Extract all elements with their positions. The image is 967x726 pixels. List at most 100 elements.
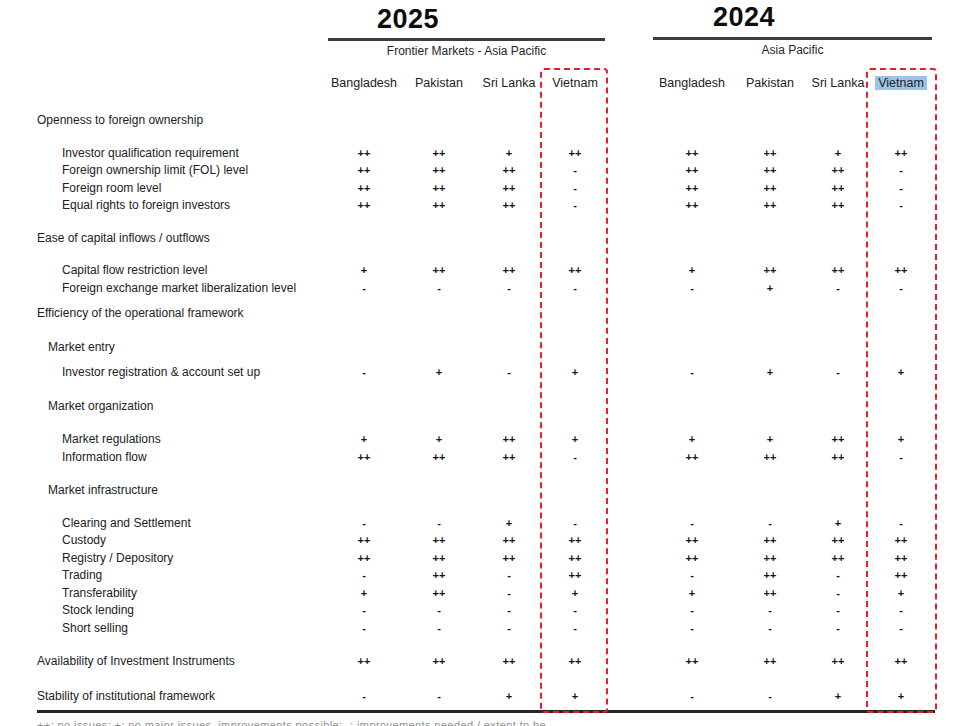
row-label: Registry / Depository: [0, 550, 325, 568]
score-cell-2024: +: [869, 431, 933, 449]
table-row: Short selling--------: [0, 620, 967, 638]
year-group-gap: [607, 145, 651, 163]
table-row: Transferability+++-++++-+: [0, 585, 967, 603]
score-cell-2025: ++: [325, 180, 403, 198]
score-cell-2024: [733, 230, 807, 248]
score-cell-2025: [403, 339, 475, 357]
row-label: Foreign room level: [0, 180, 325, 198]
score-cell-2025: ++: [403, 653, 475, 671]
score-cell-2025: ++: [543, 550, 607, 568]
score-cell-2025: [403, 305, 475, 323]
score-cell-2024: +: [807, 688, 869, 706]
score-cell-2025: -: [475, 620, 543, 638]
row-label: Market regulations: [0, 431, 325, 449]
score-cell-2025: -: [543, 197, 607, 215]
table-row: Availability of Investment Instruments ++…: [0, 653, 967, 671]
score-cell-2024: ++: [807, 180, 869, 198]
table-row: Information flow++++++-++++++-: [0, 449, 967, 467]
score-cell-2024: +: [869, 688, 933, 706]
score-cell-2024: [869, 112, 933, 130]
score-cell-2025: ++: [475, 653, 543, 671]
score-cell-2025: -: [543, 620, 607, 638]
score-cell-2025: -: [403, 602, 475, 620]
score-cell-2024: ++: [807, 449, 869, 467]
score-cell-2025: -: [403, 515, 475, 533]
section-heading-row: Market entry: [0, 339, 967, 357]
score-cell-2024: ++: [733, 262, 807, 280]
score-cell-2024: ++: [869, 550, 933, 568]
score-cell-2025: +: [475, 688, 543, 706]
score-cell-2024: +: [869, 585, 933, 603]
year-2024-underline: [653, 37, 932, 40]
year-2024-title: 2024: [664, 2, 824, 33]
rows-container: Openness to foreign ownership Investor qu…: [0, 104, 967, 706]
score-cell-2024: +: [807, 515, 869, 533]
score-cell-2024: -: [807, 280, 869, 298]
score-cell-2024: [807, 339, 869, 357]
score-cell-2025: -: [475, 602, 543, 620]
year-group-gap: [607, 620, 651, 638]
score-cell-2024: +: [651, 431, 733, 449]
score-cell-2024: ++: [733, 653, 807, 671]
row-label: Short selling: [0, 620, 325, 638]
score-cell-2025: ++: [543, 262, 607, 280]
table-row: Investor qualification requirement++++++…: [0, 145, 967, 163]
score-cell-2025: -: [543, 280, 607, 298]
score-cell-2025: [543, 112, 607, 130]
column-headers: BangladeshPakistanSri LankaVietnamBangla…: [0, 73, 933, 93]
score-cell-2024: -: [807, 602, 869, 620]
row-label: Stock lending: [0, 602, 325, 620]
row-label: Equal rights to foreign investors: [0, 197, 325, 215]
score-cell-2024: -: [869, 197, 933, 215]
row-label: Availability of Investment Instruments: [0, 653, 325, 671]
score-cell-2025: [475, 305, 543, 323]
score-cell-2024: -: [869, 515, 933, 533]
score-cell-2024: [807, 230, 869, 248]
row-label: Stability of institutional framework: [0, 688, 325, 706]
year-group-gap: [607, 339, 651, 357]
score-cell-2024: [807, 112, 869, 130]
score-cell-2025: [543, 305, 607, 323]
score-cell-2024: [651, 230, 733, 248]
column-header-pakistan-2025: Pakistan: [403, 73, 475, 93]
score-cell-2025: ++: [475, 431, 543, 449]
score-cell-2024: ++: [733, 180, 807, 198]
score-cell-2025: -: [403, 280, 475, 298]
score-cell-2024: -: [651, 602, 733, 620]
row-label: Market organization: [0, 398, 325, 416]
year-group-gap: [607, 532, 651, 550]
section-heading-row: Openness to foreign ownership: [0, 112, 967, 130]
score-cell-2025: ++: [325, 162, 403, 180]
year-group-gap: [607, 73, 651, 93]
score-cell-2024: -: [807, 585, 869, 603]
score-cell-2024: [651, 398, 733, 416]
score-cell-2024: -: [869, 620, 933, 638]
row-label: Foreign exchange market liberalization l…: [0, 280, 325, 298]
row-label: Custody: [0, 532, 325, 550]
section-heading-row: Market organization: [0, 398, 967, 416]
score-cell-2024: [807, 305, 869, 323]
score-cell-2025: ++: [325, 532, 403, 550]
score-cell-2025: +: [325, 262, 403, 280]
row-label: Ease of capital inflows / outflows: [0, 230, 325, 248]
score-cell-2025: -: [403, 688, 475, 706]
score-cell-2025: ++: [403, 449, 475, 467]
score-cell-2024: [733, 482, 807, 500]
row-label: Transferability: [0, 585, 325, 603]
score-cell-2025: ++: [403, 145, 475, 163]
year-group-gap: [607, 449, 651, 467]
column-header-spacer: [0, 73, 325, 93]
score-cell-2025: ++: [475, 197, 543, 215]
year-group-gap: [607, 431, 651, 449]
score-cell-2025: +: [475, 515, 543, 533]
year-group-gap: [607, 688, 651, 706]
score-cell-2025: ++: [543, 653, 607, 671]
score-cell-2025: ++: [403, 162, 475, 180]
score-cell-2025: ++: [403, 262, 475, 280]
year-group-gap: [607, 364, 651, 382]
year-2025-title: 2025: [328, 4, 488, 35]
score-cell-2024: ++: [807, 532, 869, 550]
score-cell-2024: -: [807, 620, 869, 638]
score-cell-2025: +: [543, 364, 607, 382]
score-cell-2025: ++: [403, 567, 475, 585]
